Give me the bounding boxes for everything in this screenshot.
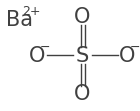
Text: −: − bbox=[130, 41, 140, 54]
Text: O: O bbox=[119, 46, 136, 65]
Text: −: − bbox=[39, 41, 50, 54]
Text: O: O bbox=[74, 7, 91, 27]
Text: O: O bbox=[29, 46, 46, 65]
Text: S: S bbox=[76, 46, 89, 65]
Text: Ba: Ba bbox=[6, 10, 33, 30]
Text: O: O bbox=[74, 84, 91, 104]
Text: 2+: 2+ bbox=[22, 5, 40, 18]
